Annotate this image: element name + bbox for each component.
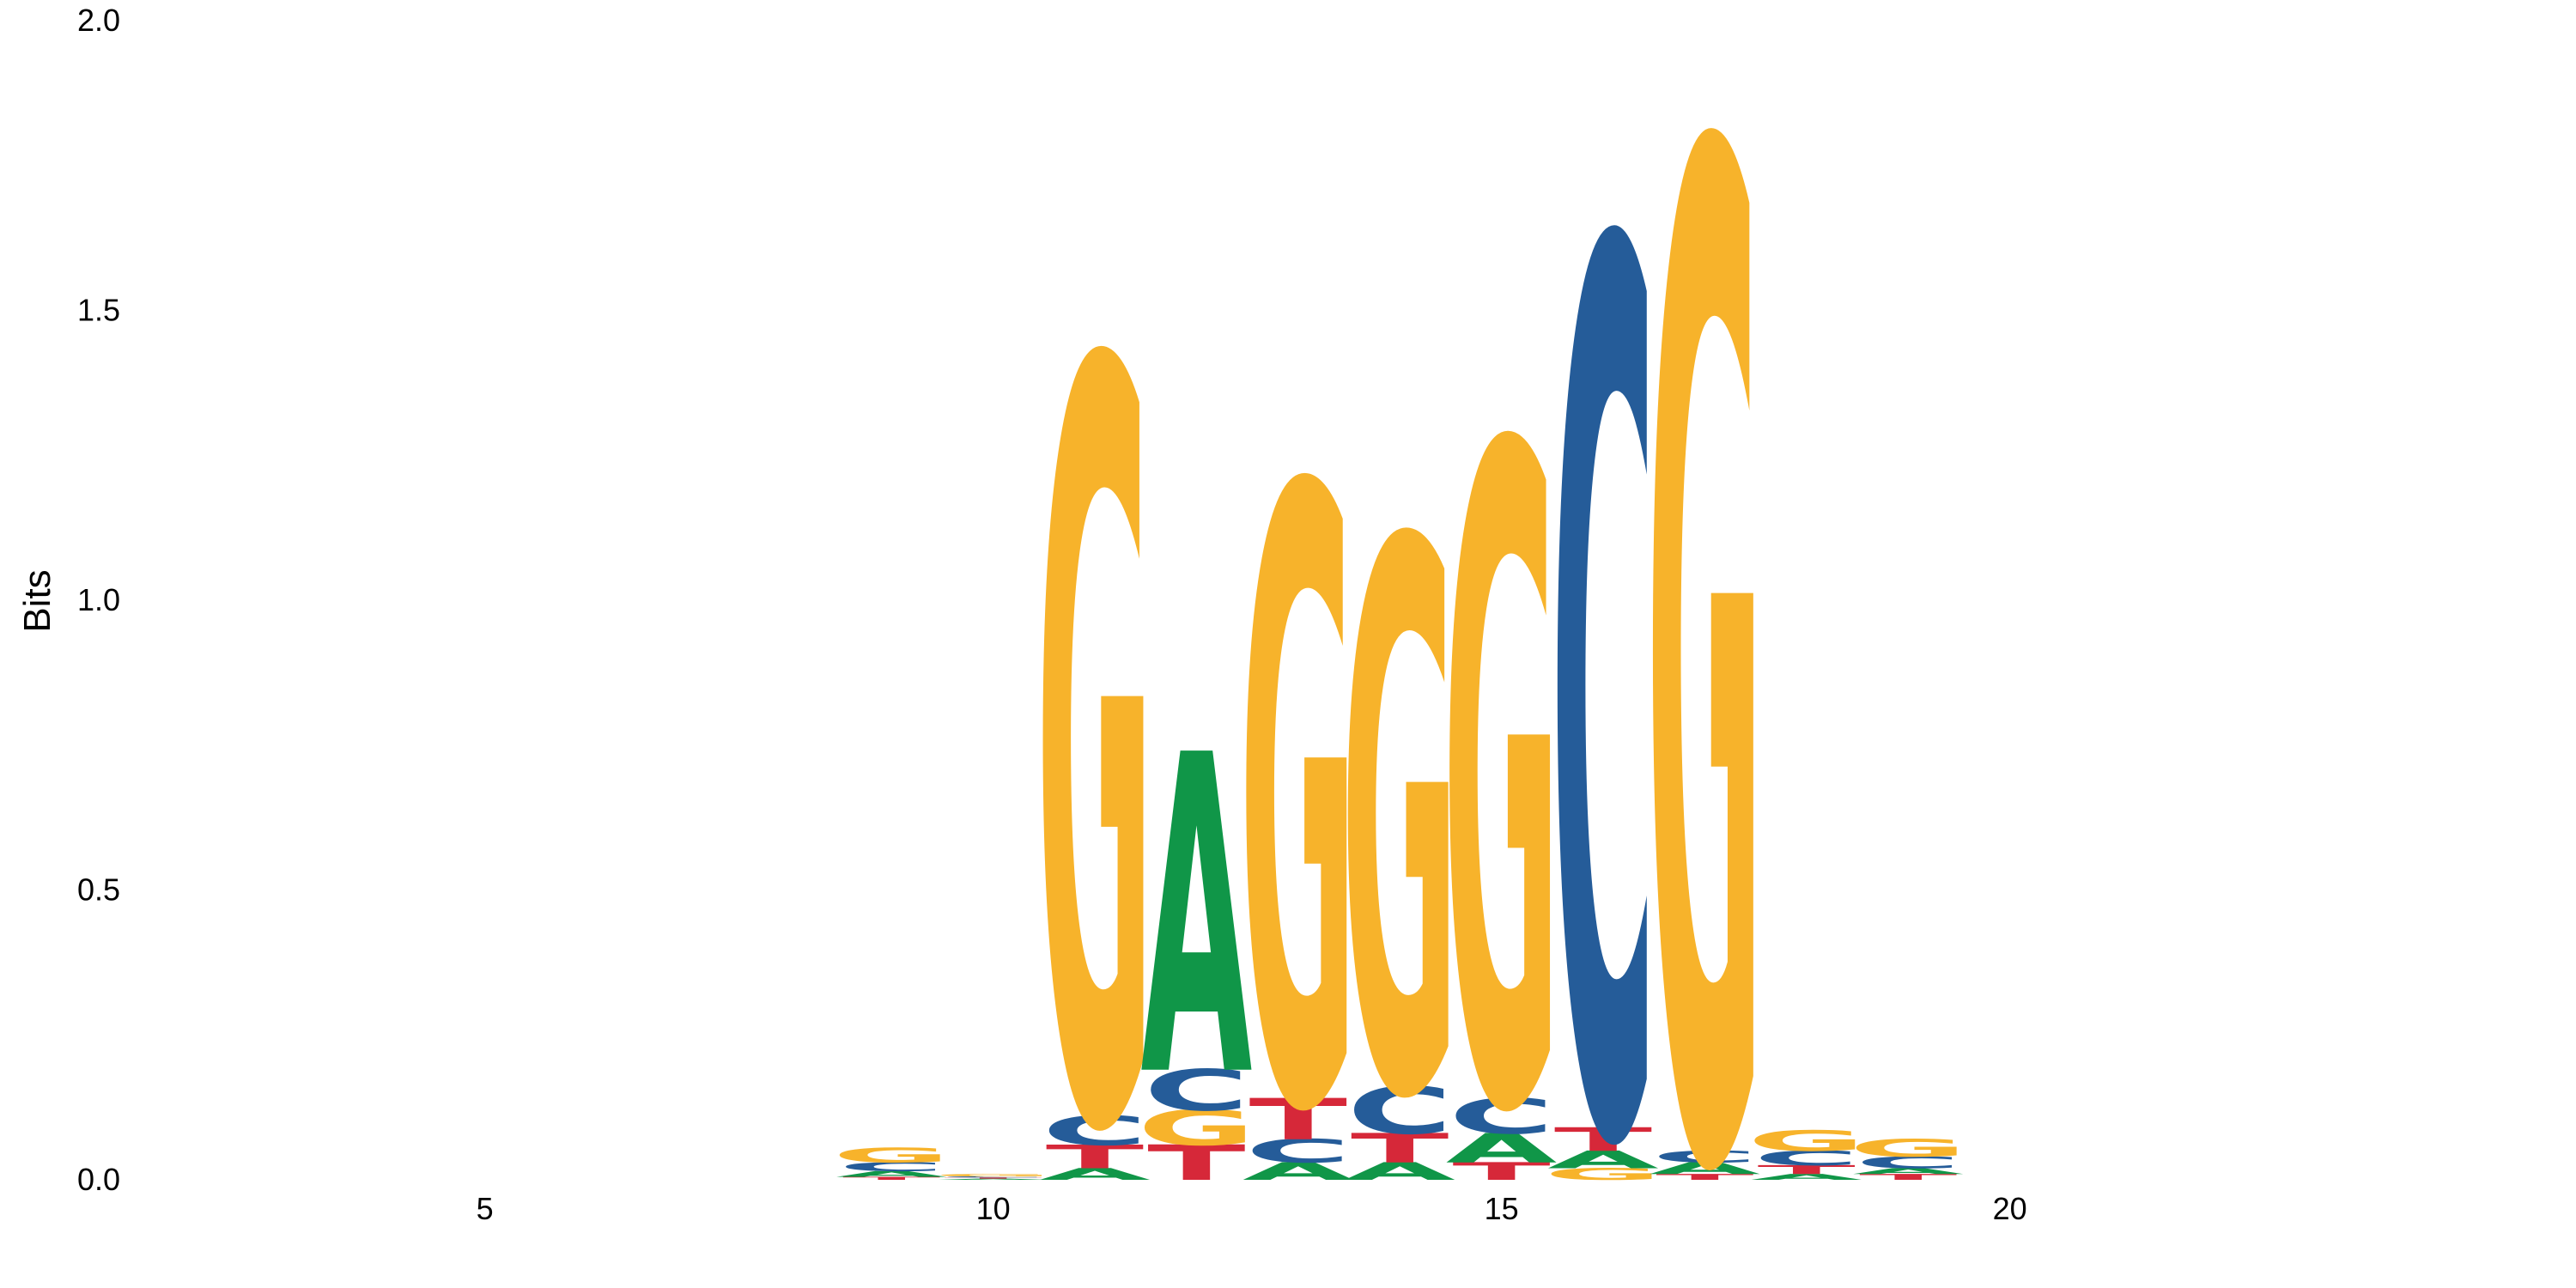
logo-letter-A: A <box>1446 1125 1558 1172</box>
x-tick-label: 15 <box>1485 1191 1519 1226</box>
logo-letter-G: G <box>1036 154 1154 1288</box>
logo-letter-T: T <box>1046 1138 1145 1176</box>
logo-letter-T: T <box>1452 1157 1550 1186</box>
logo-letter-T: T <box>1147 1134 1245 1191</box>
logo-letter-G: G <box>1138 1100 1256 1157</box>
y-axis-ticks: 0.0 0.5 1.0 1.5 2.0 <box>77 3 120 1197</box>
logo-letter-G: G <box>934 1173 1053 1176</box>
x-tick-label: 5 <box>477 1191 494 1226</box>
logo-letter-C: C <box>1550 0 1656 1288</box>
logo-letter-G: G <box>1239 317 1358 1288</box>
logo-letter-G: G <box>1443 263 1561 1288</box>
y-tick-label: 2.0 <box>77 3 120 38</box>
logo-letter-G: G <box>1747 1125 1866 1157</box>
logo-letter-A: A <box>1242 1157 1354 1186</box>
logo-letter-C: C <box>839 1160 945 1174</box>
logo-letter-A: A <box>835 1170 947 1179</box>
logo-letter-T: T <box>1758 1163 1856 1176</box>
logo-letter-A: A <box>1344 1157 1455 1186</box>
logo-letter-A: A <box>938 1178 1049 1180</box>
logo-letter-T: T <box>1351 1125 1449 1172</box>
logo-letter-T: T <box>1656 1172 1753 1182</box>
x-tick-label: 20 <box>1993 1191 2027 1226</box>
logo-letter-C: C <box>1042 1108 1147 1155</box>
logo-letter-G: G <box>1544 1165 1662 1184</box>
y-tick-label: 1.0 <box>77 582 120 617</box>
y-tick-label: 1.5 <box>77 293 120 328</box>
logo-letter-C: C <box>1753 1146 1859 1170</box>
logo-letter-A: A <box>1649 1159 1761 1178</box>
logo-letter-C: C <box>940 1176 1046 1178</box>
logo-letter-A: A <box>1852 1167 1964 1176</box>
logo-letter-T: T <box>1249 1087 1347 1153</box>
logo-letter-T: T <box>842 1176 941 1181</box>
y-tick-label: 0.0 <box>77 1162 120 1197</box>
logo-letter-T: T <box>944 1177 1042 1179</box>
logo-letter-C: C <box>1144 1058 1249 1124</box>
x-tick-label: 10 <box>976 1191 1011 1226</box>
logo-letter-A: A <box>1547 1145 1659 1174</box>
logo-letter-C: C <box>1449 1088 1554 1145</box>
logo-letter-A: A <box>1751 1172 1862 1182</box>
logo-letter-G: G <box>1340 388 1459 1266</box>
logo-letter-T: T <box>1859 1172 1957 1182</box>
logo-letter-G: G <box>832 1144 951 1167</box>
logo-letter-C: C <box>1652 1147 1758 1166</box>
y-tick-label: 0.5 <box>77 872 120 908</box>
logo-letter-T: T <box>1554 1121 1653 1158</box>
logo-letter-A: A <box>1039 1165 1151 1184</box>
logo-letter-G: G <box>1646 0 1765 1288</box>
logo-letter-A: A <box>1141 665 1254 1173</box>
logo-letter-C: C <box>1856 1153 1961 1172</box>
y-axis-title: Bits <box>16 569 58 632</box>
logo-letter-G: G <box>1849 1134 1967 1163</box>
x-axis-ticks: 5 10 15 20 <box>477 1191 2027 1226</box>
logo-letter-C: C <box>1347 1073 1453 1149</box>
logo-letter-C: C <box>1245 1133 1351 1170</box>
